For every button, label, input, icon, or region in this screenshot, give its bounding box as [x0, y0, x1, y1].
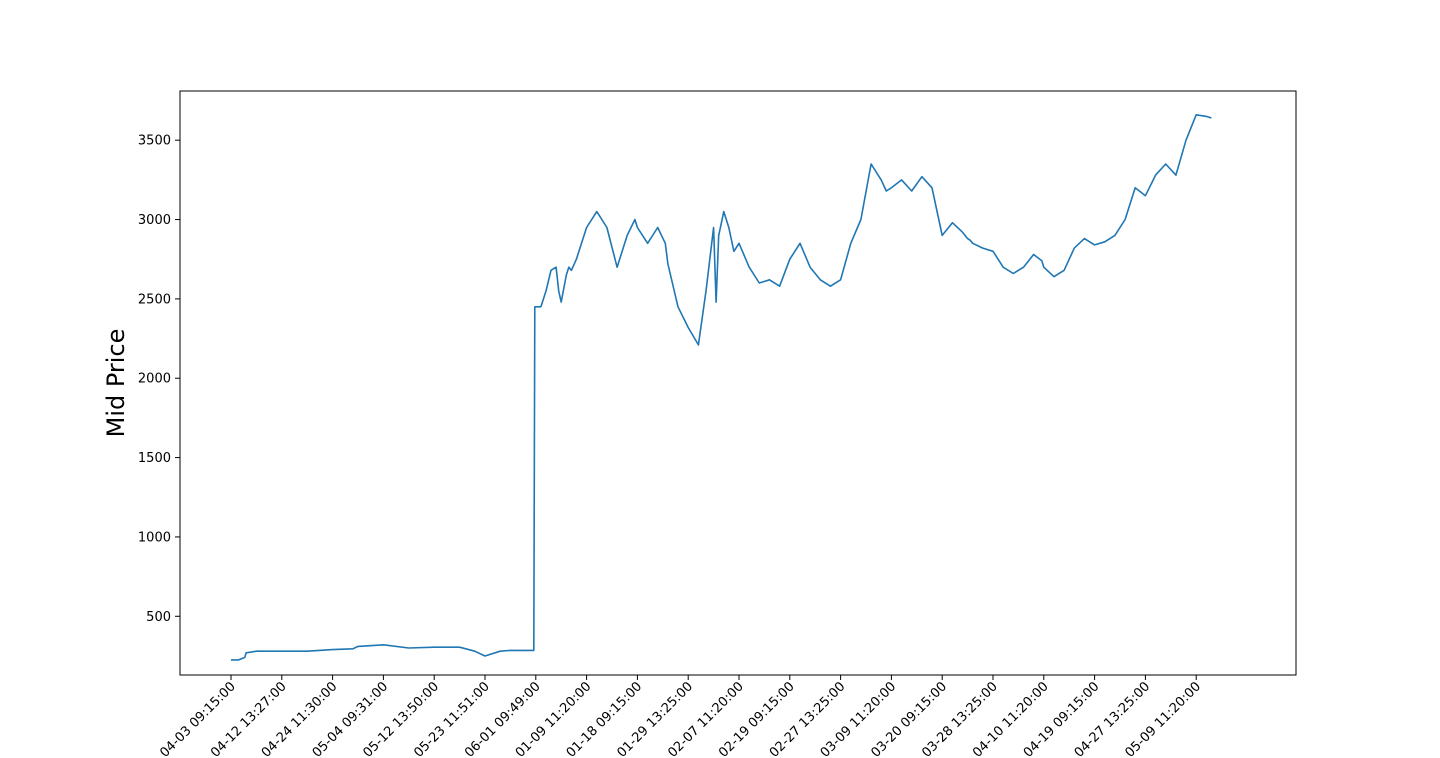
plot-area [180, 91, 1296, 675]
y-tick-label: 3500 [138, 134, 171, 149]
y-tick-label: 2000 [138, 372, 171, 387]
y-tick-label: 1000 [138, 530, 171, 545]
y-axis-label: Mid Price [102, 329, 130, 438]
y-tick-label: 500 [146, 610, 171, 625]
y-tick-label: 3000 [138, 213, 171, 228]
plot-frame [179, 90, 1297, 676]
y-tick-label: 1500 [138, 451, 171, 466]
y-axis: 500 1000 1500 2000 2500 3000 3500 [138, 134, 180, 625]
series-line [231, 114, 1212, 661]
y-tick-label: 2500 [138, 292, 171, 307]
